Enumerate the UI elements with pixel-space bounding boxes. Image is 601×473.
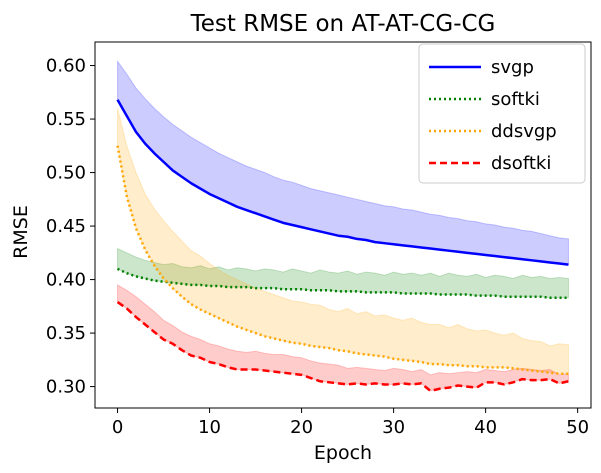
- svgp-legend-label: svgp: [491, 57, 534, 78]
- dsoftki-legend-label: dsoftki: [491, 153, 551, 174]
- y-tick-label: 0.50: [46, 163, 86, 184]
- dsoftki-band: [117, 284, 569, 392]
- x-axis-ticks: 0 10 20 30 40 50: [112, 408, 589, 438]
- y-axis-ticks: 0.30 0.35 0.40 0.45 0.50 0.55 0.60: [46, 56, 95, 398]
- y-axis-label: RMSE: [10, 205, 32, 259]
- confidence-bands: [117, 59, 569, 392]
- x-tick-label: 10: [198, 417, 221, 438]
- legend-box: [418, 43, 586, 184]
- y-tick-label: 0.30: [46, 377, 86, 398]
- y-tick-label: 0.60: [46, 56, 86, 77]
- x-tick-label: 30: [382, 417, 405, 438]
- legend: svgp softki ddsvgp dsoftki: [418, 43, 586, 184]
- y-tick-label: 0.45: [46, 216, 86, 237]
- legend-entries: svgp softki ddsvgp dsoftki: [429, 57, 557, 174]
- series-lines: [116, 99, 569, 393]
- y-tick-label: 0.40: [46, 270, 86, 291]
- ddsvgp-legend-label: ddsvgp: [491, 121, 557, 142]
- svgp-line: [116, 99, 569, 266]
- y-tick-label: 0.35: [46, 323, 86, 344]
- ddsvgp-line: [116, 145, 569, 376]
- ddsvgp-band: [117, 108, 569, 375]
- x-tick-label: 0: [112, 417, 123, 438]
- chart-title: Test RMSE on AT-AT-CG-CG: [190, 11, 496, 37]
- axes: 0 10 20 30 40 50 0.30 0.35 0.40 0.45 0.50 0.55 0.60: [46, 56, 589, 438]
- x-tick-label: 40: [474, 417, 497, 438]
- y-tick-label: 0.55: [46, 109, 86, 130]
- x-axis-label: Epoch: [314, 442, 372, 464]
- x-tick-label: 20: [290, 417, 313, 438]
- dsoftki-line: [116, 301, 569, 393]
- x-tick-label: 50: [566, 417, 589, 438]
- plot-frame: [94, 41, 592, 409]
- softki-legend-label: softki: [491, 89, 540, 110]
